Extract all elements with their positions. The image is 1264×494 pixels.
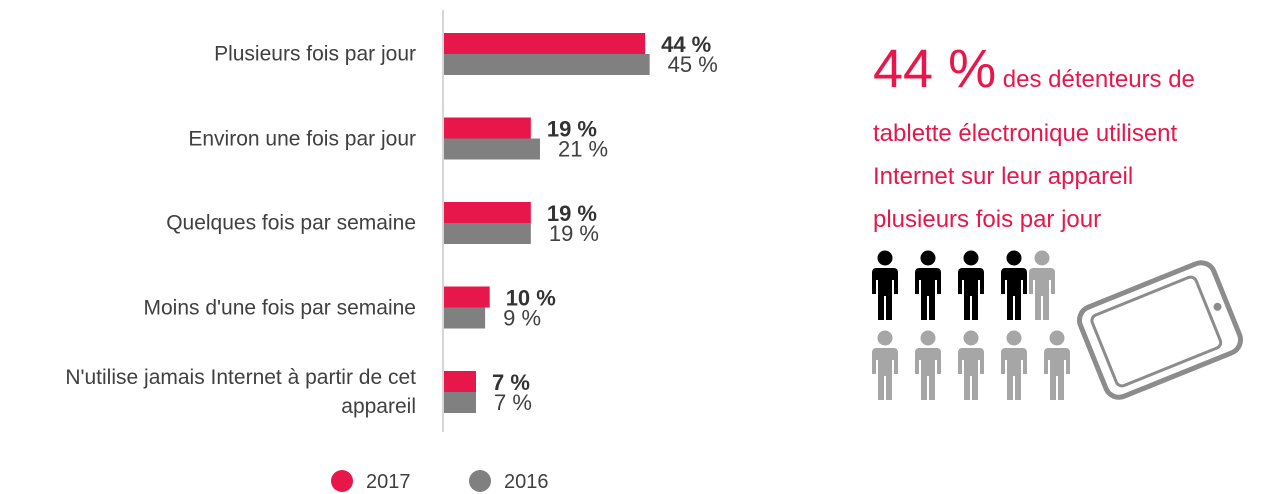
- bar: [444, 392, 476, 413]
- bar: [444, 117, 531, 139]
- bar: [444, 371, 476, 392]
- annotation-line: plusieurs fois par jour: [873, 206, 1102, 233]
- legend-label: 2016: [504, 471, 549, 493]
- bar: [444, 223, 531, 244]
- data-label: 19 %: [547, 117, 597, 142]
- people-icons: [872, 250, 1070, 400]
- annotation-highlight: 44 %: [873, 39, 997, 99]
- bar: [444, 202, 531, 223]
- category-label: N'utilise jamais Internet à partir de ce…: [65, 366, 416, 418]
- data-label: 10 %: [506, 286, 556, 311]
- bar: [444, 138, 540, 160]
- bar: [444, 307, 486, 329]
- data-label: 7 %: [492, 370, 530, 395]
- bar: [444, 33, 646, 54]
- data-label: 45 %: [668, 52, 718, 77]
- category-label: Environ une fois par jour: [188, 127, 416, 150]
- data-label: 19 %: [547, 201, 597, 226]
- annotation: 44 % des détenteurs de: [873, 38, 1195, 100]
- data-label: 9 %: [503, 306, 541, 331]
- annotation-line: tablette électronique utilisent: [873, 120, 1178, 147]
- bar: [444, 54, 650, 75]
- annotation-line: Internet sur leur appareil: [873, 163, 1134, 190]
- category-label: Plusieurs fois par jour: [214, 42, 416, 66]
- annotation-line: des détenteurs de: [1002, 66, 1195, 93]
- legend-label: 2017: [366, 471, 411, 493]
- bar: [444, 286, 490, 308]
- category-label: Moins d'une fois par semaine: [143, 296, 417, 319]
- category-label: Quelques fois par semaine: [166, 211, 416, 235]
- data-label: 7 %: [494, 390, 532, 415]
- data-label: 19 %: [549, 221, 599, 246]
- tablet-icon: [1076, 260, 1244, 400]
- data-label: 21 %: [558, 137, 608, 162]
- legend-swatch: [469, 470, 491, 492]
- data-label: 44 %: [661, 32, 711, 57]
- legend-swatch: [331, 470, 353, 492]
